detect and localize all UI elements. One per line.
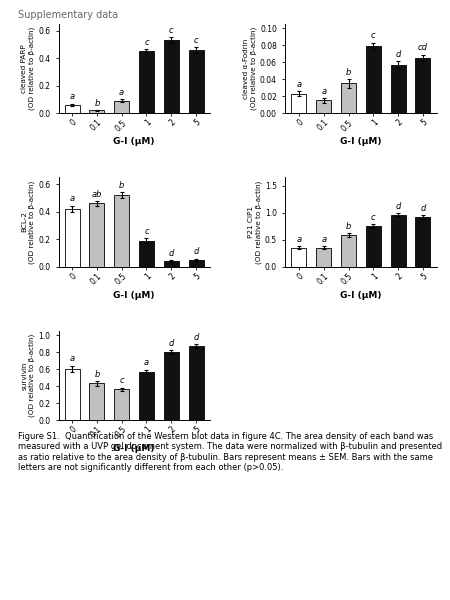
Text: d: d [169,338,174,347]
Text: a: a [70,355,75,364]
Text: b: b [94,98,99,107]
Bar [65,369,80,420]
Text: d: d [420,204,426,213]
Text: c: c [144,227,149,236]
Text: c: c [169,26,174,35]
Bar [114,389,129,420]
Text: c: c [119,376,124,385]
Text: Supplementary data: Supplementary data [18,10,118,20]
Bar [164,261,179,266]
Bar [90,383,104,420]
Text: d: d [396,50,401,59]
Bar [139,371,154,420]
Bar [114,101,129,113]
Text: d: d [396,202,401,211]
Bar [139,52,154,113]
Bar [415,58,430,113]
Bar [316,100,331,113]
Y-axis label: BCL-2
(OD relative to β-actin): BCL-2 (OD relative to β-actin) [21,181,35,263]
X-axis label: G-I (μM): G-I (μM) [113,444,155,453]
Y-axis label: survivin
(OD relative to β-actin): survivin (OD relative to β-actin) [21,334,35,417]
Bar [139,241,154,266]
Bar [415,217,430,266]
Bar [65,209,80,266]
Text: d: d [194,333,199,342]
Bar [366,46,381,113]
Text: c: c [371,31,376,40]
Y-axis label: cleaved α-Fodrin
(OD relative to β-actin): cleaved α-Fodrin (OD relative to β-actin… [243,27,257,110]
X-axis label: G-I (μM): G-I (μM) [340,290,382,299]
X-axis label: G-I (μM): G-I (μM) [113,137,155,146]
Bar [366,226,381,266]
Text: c: c [144,38,149,47]
Bar [189,260,203,266]
Text: a: a [70,194,75,203]
Text: a: a [144,358,149,367]
Bar [391,65,405,113]
Y-axis label: P21 CIP1
(OD relative to β-actin): P21 CIP1 (OD relative to β-actin) [248,181,262,263]
Bar [292,248,306,266]
Bar [65,104,80,113]
Bar [189,346,203,420]
Text: Figure S1.  Quantification of the Western blot data in figure 4C. The area densi: Figure S1. Quantification of the Western… [18,432,442,472]
Text: a: a [297,80,302,89]
Y-axis label: cleaved PARP
(OD relative to β-actin): cleaved PARP (OD relative to β-actin) [21,27,35,110]
Text: a: a [119,88,124,97]
Bar [90,203,104,266]
Bar [341,235,356,266]
Text: a: a [321,235,326,244]
Bar [189,50,203,113]
Bar [391,215,405,266]
Text: c: c [194,36,198,45]
Bar [90,110,104,113]
X-axis label: G-I (μM): G-I (μM) [340,137,382,146]
X-axis label: G-I (μM): G-I (μM) [113,290,155,299]
Text: a: a [297,235,302,244]
Text: ab: ab [92,190,102,199]
Text: cd: cd [418,43,428,52]
Text: a: a [70,92,75,101]
Bar [292,94,306,113]
Bar [164,352,179,420]
Text: b: b [346,68,351,77]
Text: c: c [371,212,376,221]
Text: b: b [119,181,124,190]
Text: d: d [194,247,199,256]
Text: a: a [321,86,326,95]
Bar [114,195,129,266]
Text: d: d [169,249,174,258]
Bar [164,40,179,113]
Text: b: b [346,222,351,231]
Bar [316,248,331,266]
Bar [341,83,356,113]
Text: b: b [94,370,99,379]
